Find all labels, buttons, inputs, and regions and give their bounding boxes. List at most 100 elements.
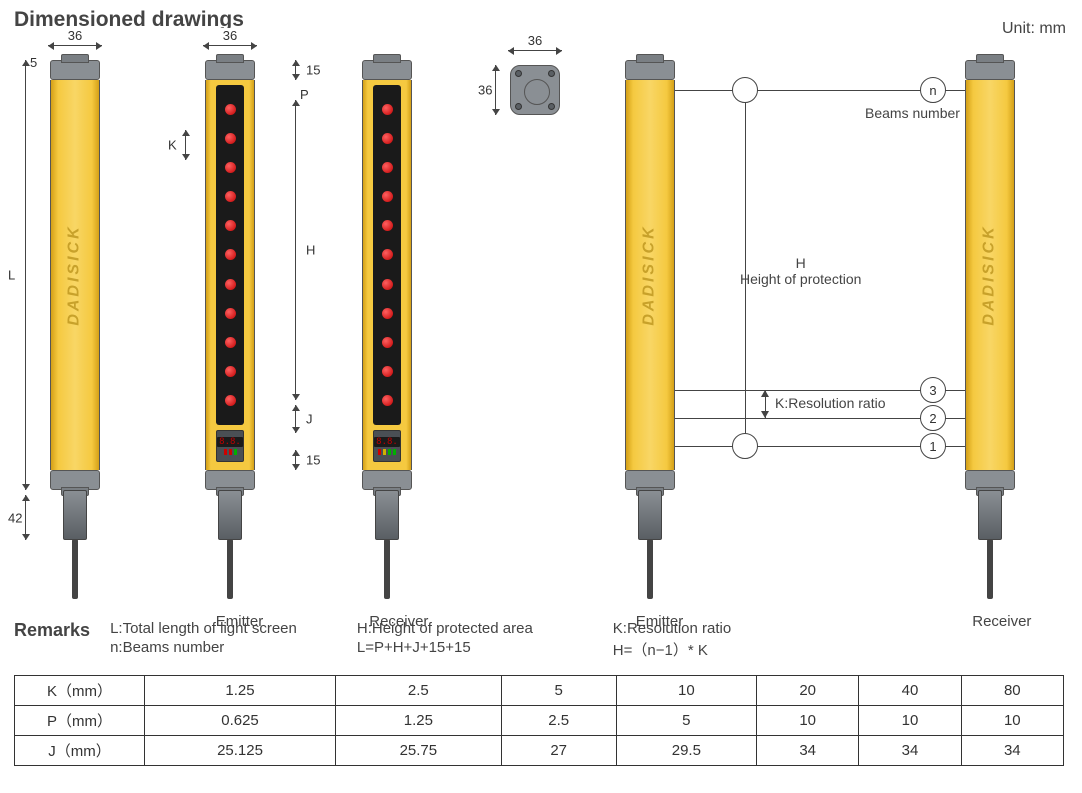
led-dot: [382, 337, 393, 348]
remark-text: K:Resolution ratio: [613, 620, 731, 637]
remark-text: n:Beams number: [110, 639, 297, 656]
table-row: J（mm）25.12525.752729.5343434: [15, 736, 1064, 766]
arrow-end-top: [732, 77, 758, 103]
device-side-1: DADISICK: [50, 60, 100, 540]
table-cell: 10: [757, 706, 859, 736]
table-cell: 34: [961, 736, 1063, 766]
led-dot: [225, 366, 236, 377]
device-emitter-side-right: DADISICK Emitter: [625, 60, 675, 540]
table-cell: 5: [501, 676, 616, 706]
marker-n: n: [920, 77, 946, 103]
device-cap-bottom: [205, 470, 255, 490]
marker-2: 2: [920, 405, 946, 431]
table-cell: 34: [859, 736, 961, 766]
device-connector: [638, 490, 662, 540]
indicator-red: [378, 449, 381, 455]
table-row-label: J（mm）: [15, 736, 145, 766]
remark-text: H:Height of protected area: [357, 620, 533, 637]
table-cell: 5: [616, 706, 756, 736]
marker-1: 1: [920, 433, 946, 459]
top-view: [510, 65, 560, 115]
indicator-green: [234, 449, 237, 455]
screw-icon: [548, 70, 555, 77]
diagram-area: DADISICK 8.8. Emitter 8.: [0, 30, 1082, 610]
device-connector: [978, 490, 1002, 540]
indicator-red: [229, 449, 232, 455]
led-dot: [225, 191, 236, 202]
dim-label: 36: [221, 28, 239, 43]
device-cap-bottom: [625, 470, 675, 490]
h-text: Height of protection: [740, 271, 861, 287]
led-dot: [382, 395, 393, 406]
table-cell: 40: [859, 676, 961, 706]
indicator-red: [224, 449, 227, 455]
screw-icon: [515, 103, 522, 110]
dim-height-36: 36: [495, 65, 496, 115]
indicator-row: [224, 449, 237, 455]
device-cap: [50, 60, 100, 80]
led-dot: [225, 104, 236, 115]
table-row-label: P（mm）: [15, 706, 145, 736]
table-row: P（mm）0.6251.252.55101010: [15, 706, 1064, 736]
brand-text: DADISICK: [641, 224, 659, 325]
device-cap-bottom: [965, 470, 1015, 490]
dim-label: 15: [304, 453, 322, 468]
device-body-front: 8.8.: [362, 80, 412, 470]
beams-number-label: Beams number: [865, 105, 960, 121]
led-strip: [373, 85, 401, 425]
device-emitter-front: 8.8. Emitter: [205, 60, 255, 540]
device-body: DADISICK: [965, 80, 1015, 470]
dim-L: L: [25, 60, 26, 490]
dim-width-36: 36: [203, 45, 257, 46]
dim-label: J: [304, 412, 315, 427]
table-cell: 10: [961, 706, 1063, 736]
remarks-label: Remarks: [14, 620, 90, 641]
dim-H: H: [295, 100, 296, 400]
table-cell: 10: [616, 676, 756, 706]
table-row-label: K（mm）: [15, 676, 145, 706]
device-cap: [362, 60, 412, 80]
remarks-col-2: H:Height of protected area L=P+H+J+15+15: [357, 620, 533, 656]
led-dot: [382, 249, 393, 260]
device-body-front: 8.8.: [205, 80, 255, 470]
device-connector: [63, 490, 87, 540]
remarks-col-3: K:Resolution ratio H=（n−1）* K: [613, 620, 731, 660]
dim-label: 36: [66, 28, 84, 43]
led-dot: [382, 308, 393, 319]
brand-text: DADISICK: [981, 224, 999, 325]
table-cell: 10: [859, 706, 961, 736]
led-dot: [225, 220, 236, 231]
dim-42: 42: [25, 495, 26, 540]
h-letter: H: [796, 255, 806, 271]
dim-label: L: [6, 268, 17, 283]
dim-J: J: [295, 405, 296, 433]
page-title: Dimensioned drawings: [14, 8, 244, 32]
table-cell: 25.75: [336, 736, 502, 766]
table-cell: 29.5: [616, 736, 756, 766]
k-resolution-label: K:Resolution ratio: [775, 395, 886, 411]
device-cap: [625, 60, 675, 80]
device-cap: [205, 60, 255, 80]
indicator-green: [388, 449, 391, 455]
dim-P: P: [300, 87, 309, 102]
table-cell: 34: [757, 736, 859, 766]
led-dot: [225, 133, 236, 144]
table-cell: 80: [961, 676, 1063, 706]
remarks-col-1: L:Total length of light screen n:Beams n…: [110, 620, 297, 656]
screw-icon: [515, 70, 522, 77]
dim-15-bottom: 15: [295, 450, 296, 470]
led-dot: [225, 308, 236, 319]
led-dot: [382, 191, 393, 202]
marker-3: 3: [920, 377, 946, 403]
led-strip: [216, 85, 244, 425]
digit-display: 8.8.: [374, 437, 400, 447]
device-connector: [375, 490, 399, 540]
dim-label: 36: [526, 33, 544, 48]
table-cell: 2.5: [501, 706, 616, 736]
arrow-end-bottom: [732, 433, 758, 459]
indicator-yellow: [383, 449, 386, 455]
led-dot: [382, 366, 393, 377]
led-dot: [225, 249, 236, 260]
device-cap-bottom: [362, 470, 412, 490]
remark-text: H=（n−1）* K: [613, 639, 731, 660]
